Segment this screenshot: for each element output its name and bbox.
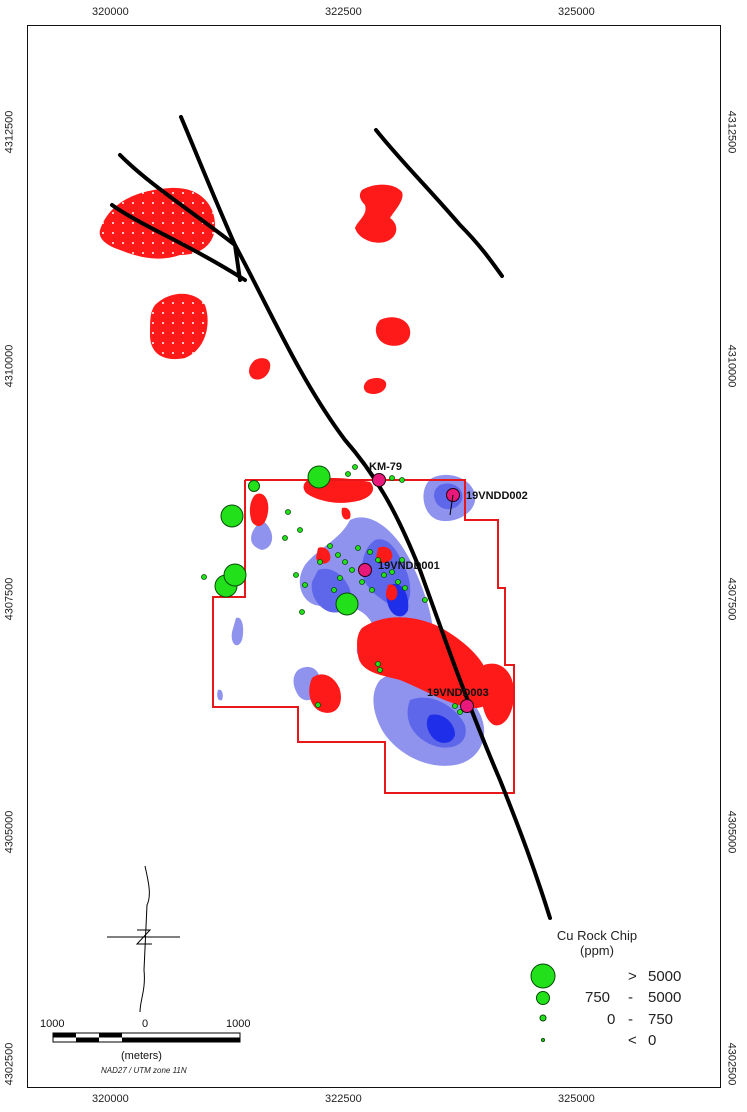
legend-row-2-dash: - — [628, 989, 633, 1006]
scale-units: (meters) — [121, 1050, 162, 1062]
legend-row-2-low: 750 — [585, 989, 611, 1006]
legend-row-4-high: 0 — [648, 1032, 657, 1049]
legend-row-3-dash: - — [628, 1011, 633, 1028]
legend-symbols — [530, 963, 556, 1042]
rock-chip-sample — [282, 535, 288, 541]
property-boundary — [212, 479, 515, 794]
legend-symbol-large — [530, 963, 556, 989]
drillhole-19vndd001 — [358, 563, 372, 577]
x-tick-top-1: 320000 — [92, 6, 129, 18]
legend-row-4-op: < — [628, 1032, 637, 1049]
x-tick-top-3: 325000 — [558, 6, 595, 18]
well-label-19vndd001: 19VNDD001 — [378, 560, 440, 572]
rock-chip-sample — [293, 572, 299, 578]
rock-chip-samples-large — [214, 465, 359, 616]
rock-chip-sample — [395, 579, 401, 585]
rock-chip-sample — [452, 703, 458, 709]
legend-row-2-high: 5000 — [648, 989, 682, 1006]
red-anomaly-layer — [99, 184, 515, 726]
well-label-km-79: KM-79 — [369, 461, 403, 473]
scale-bar — [52, 1032, 241, 1043]
rock-chip-sample — [335, 552, 341, 558]
x-tick-top-2: 322500 — [325, 6, 362, 18]
rock-chip-sample — [389, 475, 395, 481]
blue-anomaly-layer — [217, 474, 485, 766]
legend-title: Cu Rock Chip (ppm) — [537, 928, 657, 958]
rock-chip-sample — [342, 559, 348, 565]
rock-chip-sample-large — [335, 592, 359, 616]
rock-chip-sample-medium — [248, 480, 260, 492]
rock-chip-sample-large — [220, 504, 244, 528]
rock-chip-sample — [375, 557, 381, 563]
legend-row-1-high: 5000 — [648, 968, 682, 985]
rock-chip-sample — [352, 464, 358, 470]
legend-symbol-negative — [541, 1038, 545, 1042]
rock-chip-sample — [315, 702, 321, 708]
rock-chip-sample — [399, 477, 405, 483]
scale-label-right: 1000 — [226, 1018, 251, 1030]
rock-chip-sample — [377, 667, 383, 673]
rock-chip-sample — [349, 567, 355, 573]
north-arrow — [107, 865, 180, 1013]
drillhole-19vndd003 — [460, 699, 474, 713]
rock-chip-sample — [399, 557, 405, 563]
rock-chip-sample — [302, 582, 308, 588]
x-tick-bottom-1: 320000 — [92, 1093, 129, 1105]
legend-title-line2: (ppm) — [580, 943, 614, 958]
rock-chip-sample — [299, 609, 305, 615]
rock-chip-sample — [317, 559, 323, 565]
legend-row-1-op: > — [628, 968, 637, 985]
rock-chip-sample — [389, 569, 395, 575]
x-tick-bottom-3: 325000 — [558, 1093, 595, 1105]
rock-chip-sample — [422, 597, 428, 603]
rock-chip-sample — [367, 549, 373, 555]
rock-chip-sample — [331, 587, 337, 593]
rock-chip-sample — [345, 471, 351, 477]
rock-chip-sample — [337, 575, 343, 581]
rock-chip-sample-large — [223, 563, 247, 587]
drill-holes — [358, 473, 474, 713]
rock-chip-sample — [297, 527, 303, 533]
rock-chip-sample — [201, 574, 207, 580]
rock-chip-sample — [457, 709, 463, 715]
rock-chip-sample — [359, 579, 365, 585]
rock-chip-sample — [285, 509, 291, 515]
scale-label-zero: 0 — [142, 1018, 149, 1030]
legend-row-3-high: 750 — [648, 1011, 674, 1028]
legend-symbol-medium — [536, 991, 550, 1005]
map-frame — [27, 25, 721, 1088]
well-label-19vndd002: 19VNDD002 — [466, 490, 528, 502]
well-label-19vndd003: 19VNDD003 — [427, 687, 489, 699]
rock-chip-sample-large — [307, 465, 331, 489]
rock-chip-sample — [375, 661, 381, 667]
rock-chip-sample — [369, 587, 375, 593]
x-tick-bottom-2: 322500 — [325, 1093, 362, 1105]
rock-chip-sample — [355, 545, 361, 551]
rock-chip-samples-small — [201, 464, 463, 715]
scale-label-left: 1000 — [40, 1018, 65, 1030]
datum-label: NAD27 / UTM zone 11N — [101, 1066, 187, 1075]
rock-chip-sample — [327, 543, 333, 549]
legend-symbol-small — [539, 1014, 547, 1022]
drillhole-km-79 — [372, 473, 386, 487]
legend-row-3-low: 0 — [607, 1011, 616, 1028]
rock-chip-sample — [381, 572, 387, 578]
fault-lines — [110, 115, 552, 920]
rock-chip-sample — [402, 585, 408, 591]
legend-title-line1: Cu Rock Chip — [556, 928, 638, 943]
